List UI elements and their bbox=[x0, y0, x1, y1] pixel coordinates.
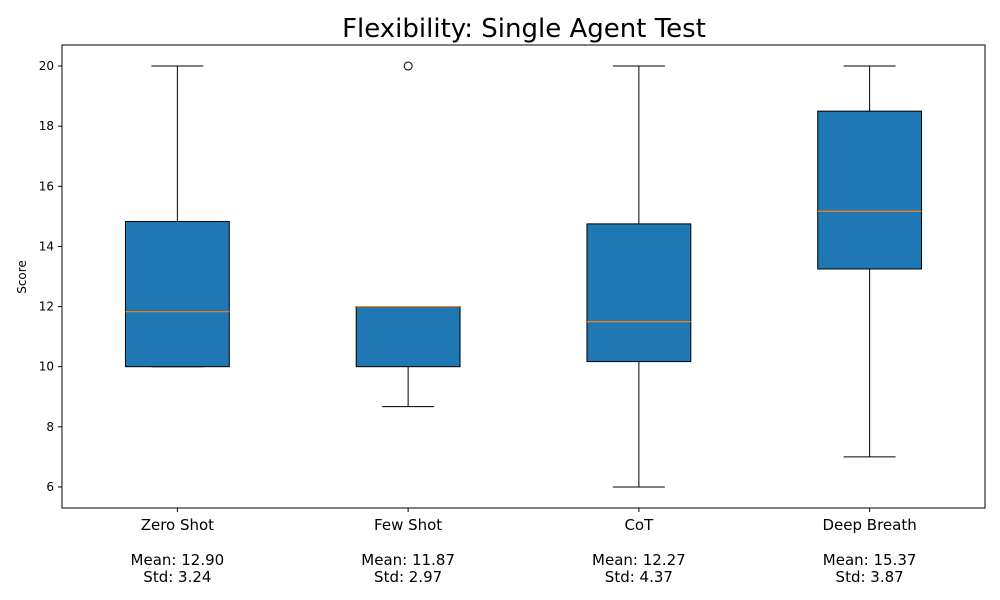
chart-title: Flexibility: Single Agent Test bbox=[342, 14, 706, 44]
x-tick-label: Zero Shot bbox=[141, 516, 214, 534]
stats-label: Std: 3.87 bbox=[836, 568, 904, 586]
outlier-point bbox=[403, 61, 413, 71]
y-tick-label: 12 bbox=[39, 300, 54, 314]
y-tick-label: 10 bbox=[39, 360, 54, 374]
y-axis-label: Score bbox=[15, 260, 29, 294]
y-tick-label: 16 bbox=[39, 179, 54, 193]
y-tick-label: 6 bbox=[46, 480, 54, 494]
box bbox=[355, 306, 461, 368]
stats-label: Mean: 12.27 bbox=[592, 551, 686, 569]
x-tick-label: CoT bbox=[624, 516, 654, 534]
x-tick-label: Few Shot bbox=[374, 516, 442, 534]
y-tick-label: 14 bbox=[39, 239, 54, 253]
y-tick-label: 8 bbox=[46, 420, 54, 434]
box bbox=[124, 220, 230, 368]
plot-frame bbox=[61, 44, 986, 509]
y-tick-label: 20 bbox=[39, 59, 54, 73]
stats-label: Std: 2.97 bbox=[374, 568, 442, 586]
y-tick-label: 18 bbox=[39, 119, 54, 133]
stats-label: Std: 3.24 bbox=[143, 568, 211, 586]
box bbox=[817, 110, 923, 270]
stats-label: Mean: 12.90 bbox=[131, 551, 225, 569]
x-tick-label: Deep Breath bbox=[823, 516, 917, 534]
stats-label: Mean: 11.87 bbox=[361, 551, 455, 569]
stats-label: Std: 4.37 bbox=[605, 568, 673, 586]
box bbox=[586, 223, 692, 363]
stats-label: Mean: 15.37 bbox=[823, 551, 917, 569]
